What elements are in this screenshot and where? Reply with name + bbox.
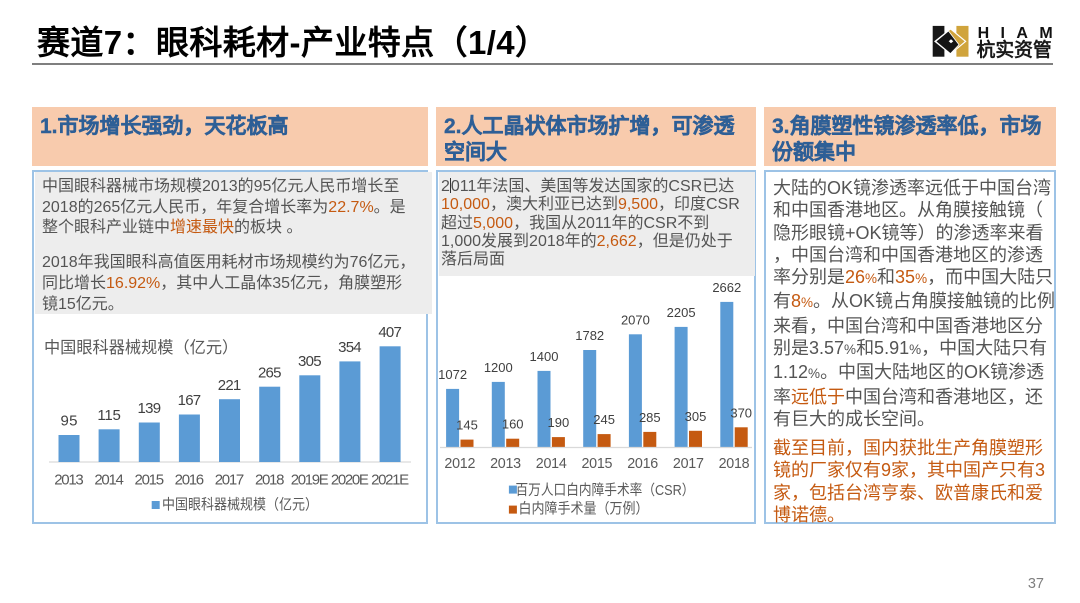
svg-text:1072: 1072 <box>438 367 467 382</box>
svg-text:265: 265 <box>258 364 282 381</box>
svg-text:245: 245 <box>593 412 615 427</box>
svg-text:305: 305 <box>685 409 707 424</box>
svg-text:2205: 2205 <box>667 305 696 320</box>
svg-text:370: 370 <box>730 405 752 420</box>
svg-text:95: 95 <box>61 413 78 430</box>
svg-text:2014: 2014 <box>536 456 567 472</box>
svg-text:407: 407 <box>378 324 402 341</box>
svg-text:221: 221 <box>218 377 242 394</box>
svg-text:2012: 2012 <box>444 456 475 472</box>
svg-text:1200: 1200 <box>484 360 513 375</box>
svg-text:白内障手术量（万例）: 白内障手术量（万例） <box>519 500 649 518</box>
svg-text:2019E: 2019E <box>291 471 329 488</box>
svg-text:2018: 2018 <box>255 471 285 488</box>
svg-text:145: 145 <box>456 418 478 433</box>
svg-text:2020E: 2020E <box>331 471 369 488</box>
svg-text:2013: 2013 <box>490 456 521 472</box>
svg-text:2013: 2013 <box>54 471 84 488</box>
svg-text:285: 285 <box>639 410 661 425</box>
svg-text:中国眼科器械规模（亿元）: 中国眼科器械规模（亿元） <box>44 339 238 357</box>
svg-text:139: 139 <box>138 400 162 417</box>
svg-text:190: 190 <box>548 415 570 430</box>
svg-text:305: 305 <box>298 353 322 370</box>
svg-text:160: 160 <box>502 417 524 432</box>
svg-text:2662: 2662 <box>712 280 741 295</box>
svg-text:354: 354 <box>338 339 362 356</box>
svg-text:杭实资管: 杭实资管 <box>977 38 1052 60</box>
svg-text:中国眼科器械规模（亿元）: 中国眼科器械规模（亿元） <box>162 497 318 514</box>
svg-text:115: 115 <box>97 407 121 424</box>
svg-text:1782: 1782 <box>575 328 604 343</box>
svg-text:1400: 1400 <box>530 349 559 364</box>
svg-text:2014: 2014 <box>94 471 124 488</box>
svg-text:2016: 2016 <box>627 456 658 472</box>
svg-text:2015: 2015 <box>135 471 165 488</box>
svg-text:2016: 2016 <box>175 471 205 488</box>
svg-text:百万人口白内障手术率（CSR）: 百万人口白内障手术率（CSR） <box>516 481 695 499</box>
svg-text:2018: 2018 <box>719 456 750 472</box>
svg-text:2017: 2017 <box>673 456 704 472</box>
svg-text:2017: 2017 <box>215 471 245 488</box>
svg-text:HIAM: HIAM <box>978 25 1058 42</box>
svg-text:167: 167 <box>178 392 202 409</box>
svg-text:2021E: 2021E <box>371 471 409 488</box>
svg-text:2015: 2015 <box>582 456 613 472</box>
svg-text:2070: 2070 <box>621 312 650 327</box>
